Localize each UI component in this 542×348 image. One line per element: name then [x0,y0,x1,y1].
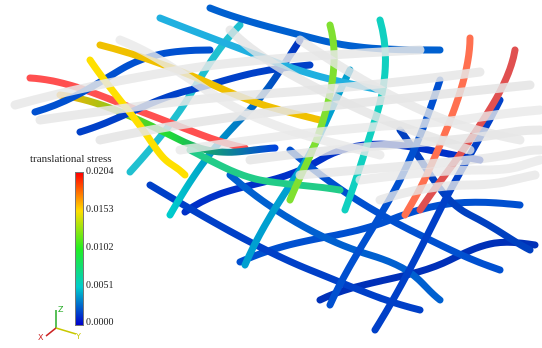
fiber [10,45,425,110]
fiber [295,35,525,145]
fiber [181,140,484,216]
fiber [146,181,424,314]
fiber [26,74,249,152]
axis-y-label: Y [76,332,81,341]
axis-x-label: X [38,333,44,342]
fiber [225,25,475,155]
fiber [295,145,542,180]
fiber [186,146,344,194]
orientation-axes: Z X Y [36,300,86,343]
fiber [95,80,535,145]
fiber [56,91,279,156]
axis-z-label: Z [58,305,64,314]
fiber [226,171,444,304]
orientation-axes-lines [45,310,77,337]
fiber [326,76,444,309]
fiber [355,155,542,185]
fiber [115,35,385,160]
fiber [375,170,540,205]
fiber [31,46,214,116]
fiber [76,61,314,136]
fiber [35,67,485,125]
